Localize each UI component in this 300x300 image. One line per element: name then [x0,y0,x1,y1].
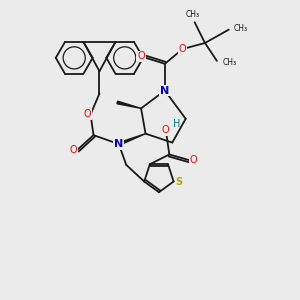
Text: N: N [160,85,170,96]
Text: S: S [176,176,182,187]
Text: O: O [70,145,77,155]
Text: CH₃: CH₃ [186,10,200,19]
Text: O: O [161,125,169,135]
Text: O: O [137,51,145,62]
Text: O: O [179,44,187,54]
Text: N: N [114,139,123,149]
Text: CH₃: CH₃ [222,58,236,67]
Text: H: H [173,119,180,129]
Text: O: O [83,109,91,119]
Text: O: O [190,155,197,165]
Text: CH₃: CH₃ [234,24,248,33]
Polygon shape [117,101,141,108]
Polygon shape [118,134,146,145]
